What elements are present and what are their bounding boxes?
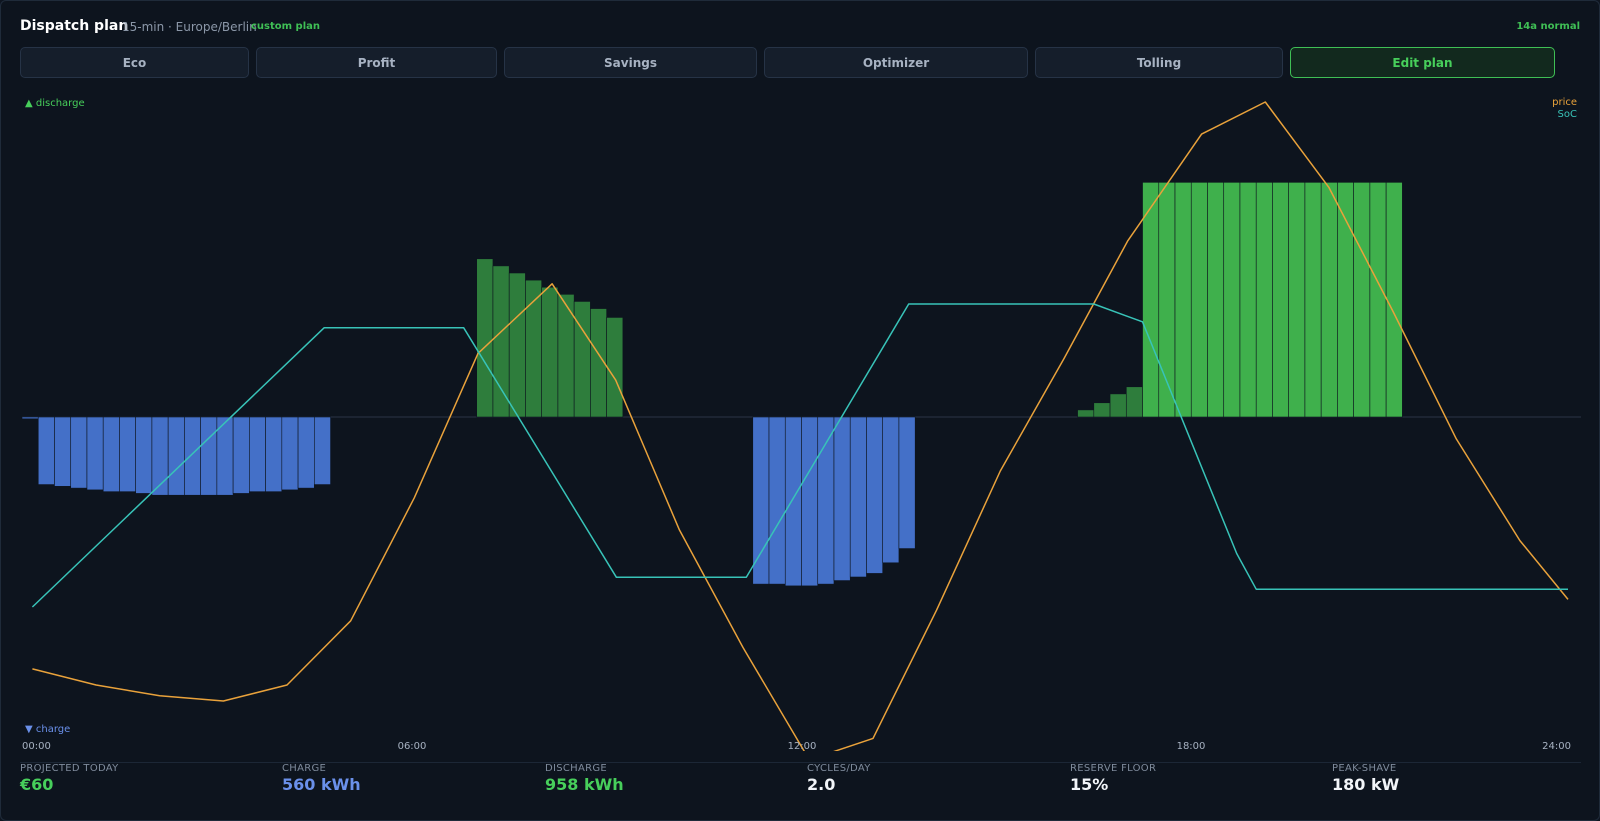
stat-label: CYCLES/DAY — [807, 763, 871, 774]
discharge-bar — [1255, 182, 1273, 418]
mode-tabs: Eco Profit Savings Optimizer Tolling Edi… — [20, 47, 1581, 80]
x-tick-label: 18:00 — [1177, 741, 1206, 751]
discharge-bar — [1320, 182, 1338, 418]
interval-timezone-label: 15-min · Europe/Berlin — [122, 20, 257, 34]
charge-bar — [297, 416, 315, 489]
charge-bar — [281, 416, 299, 491]
discharge-bar — [1174, 182, 1192, 418]
stat-label: CHARGE — [282, 763, 327, 774]
discharge-bar — [1304, 182, 1322, 418]
stat-cycles-per-day: CYCLES/DAY 2.0 — [807, 763, 871, 794]
discharge-bar — [1288, 182, 1306, 418]
discharge-bar — [1125, 386, 1143, 418]
charge-bar — [135, 416, 153, 494]
tab-tolling[interactable]: Tolling — [1035, 47, 1283, 78]
stat-projected-today: PROJECTED TODAY €60 — [20, 763, 119, 794]
dispatch-chart: ▲ discharge ▼ charge price SoC 00:00 06:… — [21, 97, 1581, 751]
discharge-bar — [476, 258, 494, 418]
tab-optimizer[interactable]: Optimizer — [764, 47, 1028, 78]
charge-bar — [849, 416, 867, 578]
charge-bar — [54, 416, 72, 487]
discharge-bar — [1109, 393, 1127, 418]
charge-bar — [167, 416, 185, 496]
discharge-bar — [606, 317, 624, 418]
x-tick-label: 06:00 — [398, 741, 427, 751]
stat-value: 180 kW — [1332, 775, 1400, 794]
stat-discharge: DISCHARGE 958 kWh — [545, 763, 624, 794]
tab-eco[interactable]: Eco — [20, 47, 249, 78]
custom-plan-badge: custom plan — [251, 21, 321, 32]
charge-bar — [833, 416, 851, 581]
charge-bar — [768, 416, 786, 585]
charge-bar — [314, 416, 331, 485]
charge-bar — [232, 416, 250, 494]
discharge-bar — [508, 272, 526, 418]
discharge-bar — [1223, 182, 1241, 418]
discharge-bar — [1190, 182, 1208, 418]
discharge-bar — [541, 286, 559, 418]
tab-edit-plan[interactable]: Edit plan — [1290, 47, 1555, 78]
charge-bar — [184, 416, 201, 496]
x-tick-label: 24:00 — [1542, 741, 1571, 751]
legend-discharge: ▲ discharge — [25, 98, 85, 109]
stat-peak-shave: PEAK-SHAVE 180 kW — [1332, 763, 1399, 794]
header: Dispatch plan 15-min · Europe/Berlin cus… — [20, 18, 1580, 38]
legend-soc: SoC — [1558, 109, 1577, 120]
discharge-bar — [1272, 182, 1289, 418]
charge-bar — [882, 416, 900, 564]
tab-savings[interactable]: Savings — [504, 47, 757, 78]
stat-label: RESERVE FLOOR — [1070, 763, 1157, 774]
summary-stats: PROJECTED TODAY €60 CHARGE 560 kWh DISCH… — [1, 763, 1600, 813]
discharge-bar — [1353, 182, 1371, 418]
soc-line — [31, 303, 1568, 608]
discharge-bar — [1239, 182, 1257, 418]
discharge-bar — [1337, 182, 1354, 418]
discharge-bar — [1207, 182, 1225, 418]
stat-value: 958 kWh — [545, 775, 624, 794]
stat-value: 2.0 — [807, 775, 836, 794]
stat-label: PEAK-SHAVE — [1332, 763, 1397, 774]
charge-bar — [86, 416, 104, 491]
charge-bar — [119, 416, 136, 492]
power-bars — [21, 182, 1403, 587]
charge-bar — [21, 416, 39, 420]
status-badge: 14a normal — [1516, 21, 1580, 32]
legend-charge: ▼ charge — [25, 724, 70, 735]
charge-bar — [102, 416, 120, 492]
x-tick-label: 00:00 — [22, 741, 51, 751]
charge-bar — [151, 416, 169, 496]
discharge-bar — [1369, 182, 1387, 418]
x-tick-label: 12:00 — [788, 741, 817, 751]
discharge-bar — [1142, 182, 1160, 418]
discharge-bar — [573, 301, 591, 418]
charge-bar — [866, 416, 884, 574]
stat-value: €60 — [20, 775, 54, 794]
charge-bar — [784, 416, 802, 587]
legend-price: price — [1552, 97, 1577, 108]
stats-divider — [20, 762, 1581, 763]
stat-charge: CHARGE 560 kWh — [282, 763, 361, 794]
charge-bar — [200, 416, 218, 496]
charge-bar — [752, 416, 770, 585]
discharge-bar — [1093, 402, 1111, 418]
stat-reserve-floor: RESERVE FLOOR 15% — [1070, 763, 1156, 794]
charge-bar — [801, 416, 819, 587]
stat-value: 15% — [1070, 775, 1109, 794]
stat-label: PROJECTED TODAY — [20, 763, 119, 774]
charge-bar — [37, 416, 55, 485]
price-line — [32, 101, 1569, 751]
page-title: Dispatch plan — [20, 18, 129, 34]
discharge-bar — [1077, 409, 1095, 418]
charge-bar — [70, 416, 88, 489]
charge-bar — [265, 416, 283, 492]
stat-label: DISCHARGE — [545, 763, 608, 774]
stat-value: 560 kWh — [282, 775, 361, 794]
charge-bar — [898, 416, 916, 549]
discharge-bar — [1385, 182, 1403, 418]
charge-bar — [249, 416, 266, 492]
tab-profit[interactable]: Profit — [256, 47, 497, 78]
discharge-bar — [492, 265, 510, 418]
